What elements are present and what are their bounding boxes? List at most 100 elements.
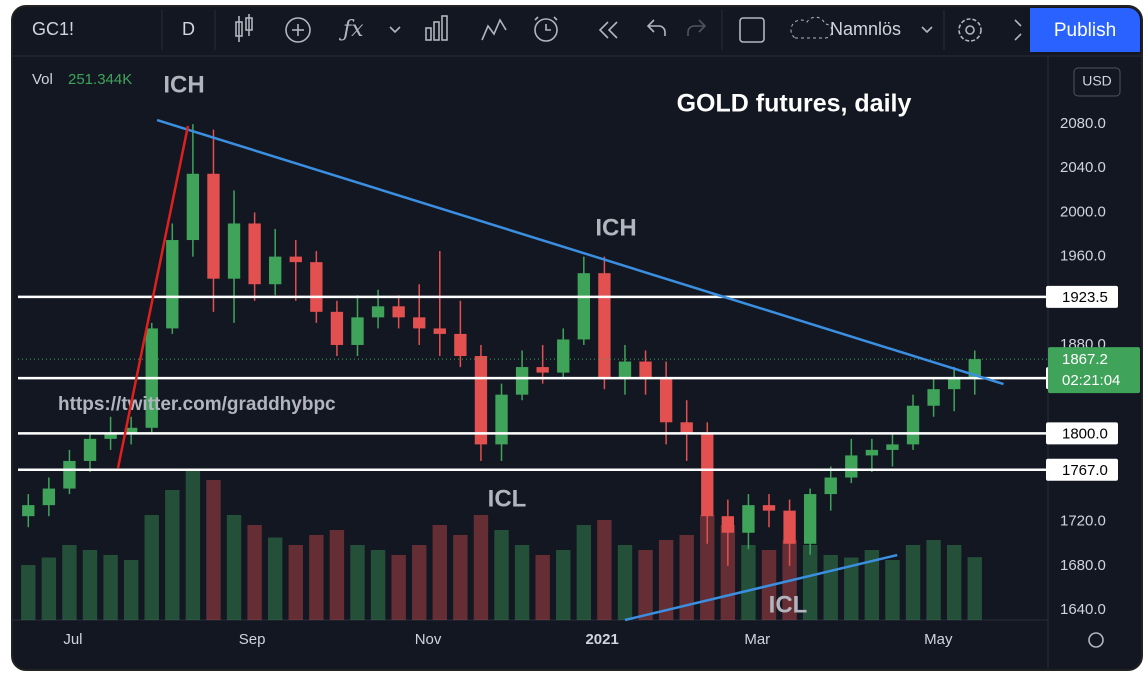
candle-body: [83, 438, 97, 461]
y-tick-label: 2040.0: [1060, 159, 1106, 176]
candle-body: [783, 510, 796, 544]
fullscreen-icon[interactable]: [739, 17, 765, 43]
publish-label[interactable]: Publish: [1054, 20, 1116, 41]
candle-body: [536, 367, 549, 373]
candle-body: [515, 367, 529, 395]
add-icon[interactable]: [285, 17, 311, 43]
volume-label: Vol: [32, 71, 53, 88]
level-label-box: [1046, 285, 1118, 308]
publish-button[interactable]: [1030, 8, 1140, 52]
volume-bar: [62, 545, 77, 620]
volume-bar: [206, 480, 221, 620]
x-tick-label: Nov: [415, 631, 442, 648]
volume-bar: [185, 470, 201, 620]
volume-bar: [617, 545, 633, 620]
trendline: [156, 118, 1004, 386]
currency: USD: [1082, 73, 1112, 89]
volume-bar: [82, 550, 98, 620]
volume-bar: [432, 525, 447, 620]
volume-bar: [638, 550, 653, 620]
volume-bar: [41, 557, 57, 620]
watermark: https://twitter.com/graddhybpc: [58, 394, 336, 415]
toolbar: GC1! D ƒx Namnlös Publish: [12, 8, 1142, 57]
level-label-box: [1046, 458, 1118, 481]
settings-icon: [965, 25, 975, 35]
candle-body: [330, 311, 344, 345]
candle-body: [824, 477, 837, 495]
volume-bar: [844, 557, 859, 620]
volume-bar: [823, 555, 838, 620]
x-tick-label: Mar: [744, 631, 770, 648]
candle-body: [803, 494, 817, 544]
countdown: 02:21:04: [1062, 372, 1120, 389]
cloud-icon[interactable]: [790, 16, 833, 39]
volume-bar: [905, 545, 921, 620]
currency-box[interactable]: [1073, 67, 1121, 97]
volume-bar: [123, 560, 139, 620]
trendline: [116, 125, 190, 469]
candle-body: [865, 449, 879, 456]
candle-body: [22, 505, 35, 517]
last-price-label: 1867.2: [1062, 351, 1108, 368]
candle-icon[interactable]: [235, 14, 253, 42]
level-label: 1800.0: [1062, 425, 1108, 442]
indicators-icon[interactable]: ƒx: [338, 17, 364, 42]
volume-bar: [556, 550, 571, 620]
candle-body: [886, 444, 899, 450]
candle-body: [598, 273, 611, 379]
candle-body: [906, 405, 920, 445]
undo-icon[interactable]: [646, 19, 666, 36]
volume-bar: [885, 560, 900, 620]
candle-body: [557, 339, 570, 373]
annotation: ICL: [488, 485, 527, 512]
volume-value: 251.344K: [68, 71, 132, 88]
volume-bar: [144, 515, 159, 620]
layout-name[interactable]: Namnlös: [830, 19, 901, 39]
candle-body: [762, 505, 776, 511]
plot: [21, 124, 982, 620]
y-tick-label: 1720.0: [1060, 513, 1106, 530]
candle-body: [701, 433, 714, 517]
dropdown-icon[interactable]: [921, 26, 933, 34]
x-tick-label: May: [924, 631, 953, 648]
candle-body: [433, 328, 446, 334]
axis-settings-icon[interactable]: [1088, 632, 1104, 648]
y-tick-label: 1680.0: [1060, 557, 1106, 574]
volume-bar: [309, 535, 324, 620]
level-label: 1767.0: [1062, 462, 1108, 479]
annotation: ICH: [163, 71, 204, 98]
dropdown-icon[interactable]: [389, 26, 401, 34]
volume-bar: [494, 530, 509, 620]
volume-bar: [412, 545, 427, 620]
volume-bar: [741, 545, 756, 620]
candle-body: [392, 306, 405, 318]
candle-body: [639, 361, 652, 379]
alert-icon[interactable]: [534, 16, 558, 42]
redo-icon[interactable]: [687, 19, 707, 36]
candle-body: [310, 262, 323, 312]
symbol[interactable]: GC1!: [32, 19, 74, 39]
x-tick-label: Jul: [63, 631, 82, 648]
volume-bar: [576, 525, 592, 620]
volume-bar: [864, 550, 880, 620]
interval[interactable]: D: [182, 19, 195, 39]
volume-bar: [658, 540, 674, 620]
expand-icon[interactable]: [1014, 19, 1022, 41]
level-label-box: [1046, 422, 1118, 445]
volume-bar: [967, 557, 982, 620]
annotation: ICH: [595, 214, 636, 241]
volume-bar: [103, 555, 118, 620]
x-tick-label: 2021: [585, 631, 618, 648]
chart-title: GOLD futures, daily: [677, 90, 912, 118]
volume-bar: [226, 515, 242, 620]
replay-icon[interactable]: [598, 21, 618, 39]
bars-icon[interactable]: [425, 15, 448, 41]
candle-body: [680, 422, 693, 434]
settings-icon[interactable]: [958, 18, 982, 42]
volume-bar: [597, 520, 612, 620]
compare-icon[interactable]: [481, 18, 507, 41]
volume-bar: [21, 565, 36, 620]
candle-body: [927, 389, 940, 406]
volume-bar: [267, 537, 283, 620]
